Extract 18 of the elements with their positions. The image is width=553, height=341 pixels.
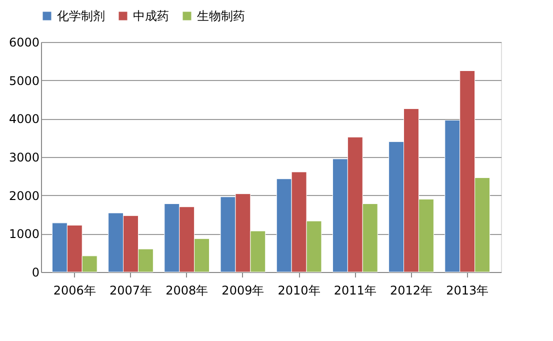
x-tick-label: 2012年 <box>390 284 433 298</box>
x-tick-label: 2006年 <box>53 284 96 298</box>
x-tick-label: 2011年 <box>334 284 376 298</box>
legend-label: 生物制药 <box>197 9 245 23</box>
x-tick-label: 2007年 <box>109 284 152 298</box>
legend-label: 化学制剂 <box>57 9 105 23</box>
x-tick-label: 2008年 <box>166 284 208 298</box>
y-tick-label: 0 <box>32 266 40 280</box>
y-tick-label: 6000 <box>8 36 40 50</box>
y-tick-label: 3000 <box>8 150 40 164</box>
y-tick-label: 5000 <box>8 74 40 88</box>
y-tick-label: 2000 <box>8 188 40 203</box>
x-tick-label: 2013年 <box>446 284 489 298</box>
legend-label: 中成药 <box>133 9 169 23</box>
x-tick-label: 2009年 <box>222 284 264 298</box>
y-tick-label: 4000 <box>8 112 40 126</box>
y-tick-label: 1000 <box>8 227 40 242</box>
x-tick-label: 2010年 <box>278 284 320 298</box>
